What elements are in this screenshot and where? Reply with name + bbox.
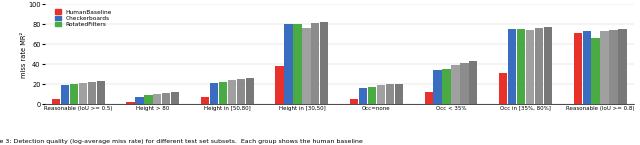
Bar	[395, 84, 403, 104]
Bar	[237, 79, 245, 104]
Bar	[61, 85, 69, 104]
Bar	[79, 83, 87, 104]
Bar	[284, 24, 292, 104]
Bar	[162, 93, 170, 104]
Y-axis label: miss rate MR²: miss rate MR²	[20, 31, 27, 77]
Bar	[600, 31, 609, 104]
Bar	[70, 84, 78, 104]
Bar	[359, 88, 367, 104]
Bar	[293, 24, 301, 104]
Bar	[350, 99, 358, 104]
Bar	[135, 97, 143, 104]
Bar	[582, 31, 591, 104]
Bar	[201, 97, 209, 104]
Bar	[171, 92, 179, 104]
Bar	[386, 84, 394, 104]
Bar	[126, 102, 134, 104]
Bar	[52, 99, 60, 104]
Bar	[424, 92, 433, 104]
Bar	[499, 73, 508, 104]
Bar	[517, 29, 525, 104]
Text: re 3: Detection quality (log-average miss rate) for different test set subsets. : re 3: Detection quality (log-average mis…	[0, 139, 362, 144]
Bar	[451, 65, 460, 104]
Bar	[535, 28, 543, 104]
Bar	[210, 83, 218, 104]
Bar	[97, 81, 105, 104]
Bar	[508, 29, 516, 104]
Bar	[320, 22, 328, 104]
Bar	[573, 33, 582, 104]
Bar	[544, 27, 552, 104]
Bar	[469, 61, 477, 104]
Bar	[219, 82, 227, 104]
Bar	[377, 85, 385, 104]
Bar	[153, 94, 161, 104]
Bar	[246, 78, 254, 104]
Legend: HumanBaseline, Checkerboards, RotatedFilters: HumanBaseline, Checkerboards, RotatedFil…	[54, 8, 113, 28]
Bar	[609, 30, 618, 104]
Bar	[433, 70, 442, 104]
Bar	[302, 28, 310, 104]
Bar	[460, 63, 468, 104]
Bar	[368, 87, 376, 104]
Bar	[88, 82, 96, 104]
Bar	[526, 30, 534, 104]
Bar	[228, 80, 236, 104]
Bar	[591, 38, 600, 104]
Bar	[275, 66, 284, 104]
Bar	[144, 95, 152, 104]
Bar	[442, 69, 451, 104]
Bar	[618, 29, 627, 104]
Bar	[311, 23, 319, 104]
